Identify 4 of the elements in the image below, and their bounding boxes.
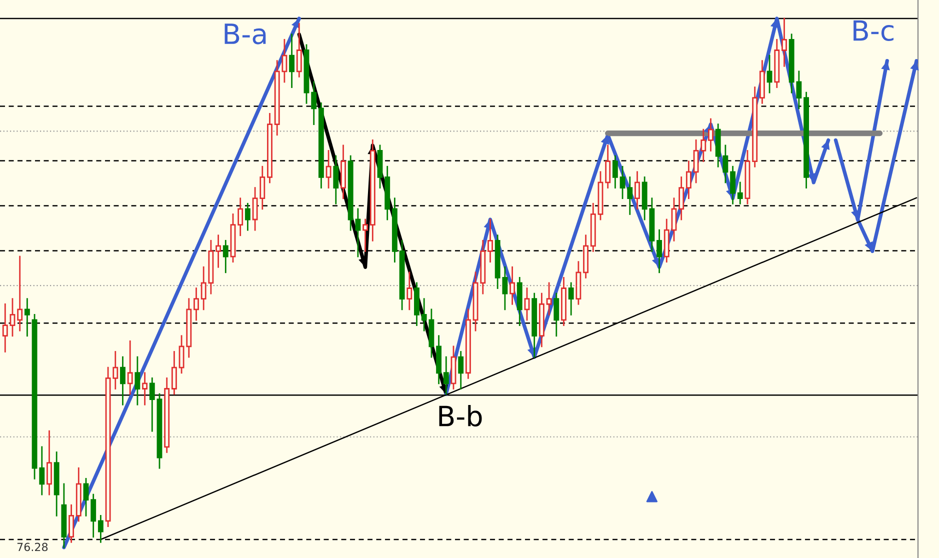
annotation: B-b	[439, 405, 482, 427]
annotation: 76.28	[17, 542, 48, 552]
annotation: B-a	[224, 24, 266, 44]
annotation: B-c	[854, 20, 894, 41]
